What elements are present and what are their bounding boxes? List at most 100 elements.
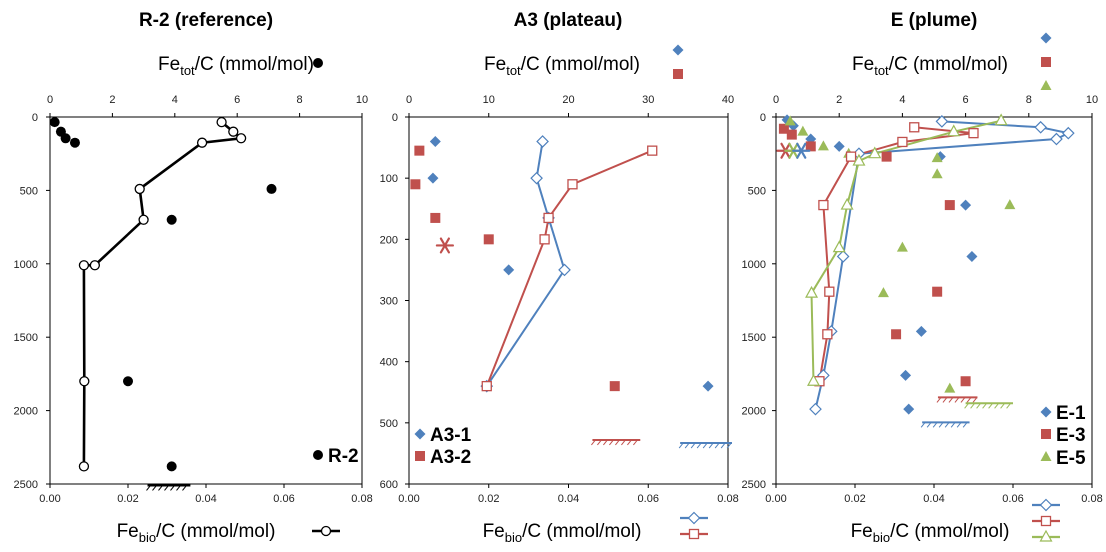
y-tick-label: 100 <box>380 173 398 185</box>
point-e-1 <box>1034 120 1047 134</box>
bar-hatch <box>170 485 175 491</box>
bottom-title-symbol <box>1040 515 1052 527</box>
bar-hatch <box>615 439 620 446</box>
point-e-5 <box>832 240 846 253</box>
bar-hatch <box>146 485 151 491</box>
y-tick-label: 400 <box>380 357 398 369</box>
point-e-3 <box>932 286 943 297</box>
panel-title: A3 (plateau) <box>514 10 623 31</box>
bar-hatch <box>158 485 163 491</box>
legend-marker <box>1041 429 1051 439</box>
bottom-title-symbol <box>1039 529 1053 542</box>
point-e-1 <box>903 403 915 415</box>
point-e-1 <box>809 402 822 416</box>
hatched-bar <box>591 438 641 446</box>
point-r-2 <box>69 137 80 148</box>
y-tick-label: 200 <box>380 234 398 246</box>
bottom-axis-title: Febio/C (mmol/mol) <box>117 521 276 545</box>
point-e-3 <box>881 151 892 162</box>
y-tick-label: 500 <box>20 185 38 197</box>
bottom-tick-label: 0.04 <box>195 493 216 505</box>
bar-hatch <box>152 485 157 491</box>
y-tick-label: 2000 <box>14 406 38 418</box>
point-a3-1 <box>558 263 571 277</box>
y-tick-label: 600 <box>380 479 398 491</box>
point-a3-2 <box>483 234 494 245</box>
point-e-5 <box>807 373 821 386</box>
point-e-1 <box>1061 126 1075 140</box>
top-tick-label: 4 <box>899 94 905 106</box>
bar-hatch <box>678 442 684 449</box>
top-tick-label: 6 <box>963 94 969 106</box>
bottom-tick-label: 0.00 <box>398 493 419 505</box>
top-tick-label: 0 <box>406 94 412 106</box>
point-a3-2 <box>543 212 554 224</box>
point-r-2 <box>166 461 177 472</box>
panel-title: R-2 (reference) <box>139 10 273 31</box>
point-r-2 <box>78 461 90 472</box>
point-e-3 <box>944 200 955 211</box>
bottom-tick-label: 0.00 <box>765 493 786 505</box>
top-axis-title: Fetot/C (mmol/mol) <box>484 54 640 78</box>
point-e-1 <box>833 140 845 152</box>
top-title-symbol <box>1040 80 1052 90</box>
legend-label: A3-1 <box>430 425 472 446</box>
top-tick-label: 10 <box>1086 94 1098 106</box>
y-tick-label: 1500 <box>14 332 38 344</box>
point-e-3 <box>818 199 829 211</box>
point-a3-1 <box>536 135 549 148</box>
asterisk-marker <box>792 142 811 159</box>
bar-hatch <box>970 402 975 409</box>
point-r-2 <box>216 116 227 128</box>
point-a3-2 <box>481 380 492 392</box>
series-line-e-5 <box>810 119 1002 382</box>
point-e-3 <box>786 129 797 140</box>
bar-hatch <box>954 397 960 403</box>
bar-hatch <box>182 485 187 491</box>
top-tick-label: 0 <box>773 94 779 106</box>
asterisk-stroke <box>796 142 807 159</box>
bar-hatch <box>938 422 944 428</box>
legend-label: A3-2 <box>430 447 471 468</box>
bar-hatch <box>1000 402 1005 409</box>
bar-hatch <box>702 442 708 449</box>
top-tick-label: 10 <box>483 94 495 106</box>
y-tick-label: 2500 <box>742 479 766 491</box>
plot-frame <box>49 116 363 485</box>
top-axis-title: Fetot/C (mmol/mol) <box>852 54 1008 78</box>
point-e-1 <box>966 250 978 262</box>
point-e-3 <box>960 376 971 387</box>
series-line-e-3 <box>818 126 974 382</box>
asterisk-stroke <box>439 237 450 254</box>
legend-label: E-1 <box>1056 403 1086 424</box>
point-e-1 <box>1050 132 1063 146</box>
point-e-3 <box>778 123 789 134</box>
bar-hatch <box>920 422 926 428</box>
legend-marker <box>1040 406 1052 418</box>
top-tick-label: 0 <box>47 94 53 106</box>
bar-hatch <box>726 442 732 449</box>
bar-hatch <box>942 397 948 403</box>
bar-hatch <box>690 442 696 449</box>
bottom-tick-label: 0.06 <box>638 493 659 505</box>
point-r-2 <box>78 260 90 271</box>
bar-hatch <box>948 397 954 403</box>
bottom-tick-label: 0.08 <box>1081 493 1102 505</box>
point-a3-2 <box>410 179 421 190</box>
bottom-tick-label: 0.06 <box>273 493 294 505</box>
top-title-symbol <box>1040 32 1052 44</box>
point-e-5 <box>896 241 908 252</box>
point-e-3 <box>909 122 920 133</box>
point-r-2 <box>134 183 145 195</box>
legend-label: E-3 <box>1056 425 1086 446</box>
point-e-5 <box>877 287 889 298</box>
point-e-1 <box>915 325 927 337</box>
top-title-symbol <box>313 58 323 68</box>
point-a3-1 <box>702 380 714 392</box>
bottom-title-symbol <box>1039 498 1053 512</box>
top-title-symbol <box>673 69 683 79</box>
bar-hatch <box>988 402 993 409</box>
y-tick-label: 500 <box>748 185 766 197</box>
point-e-3 <box>824 286 835 297</box>
